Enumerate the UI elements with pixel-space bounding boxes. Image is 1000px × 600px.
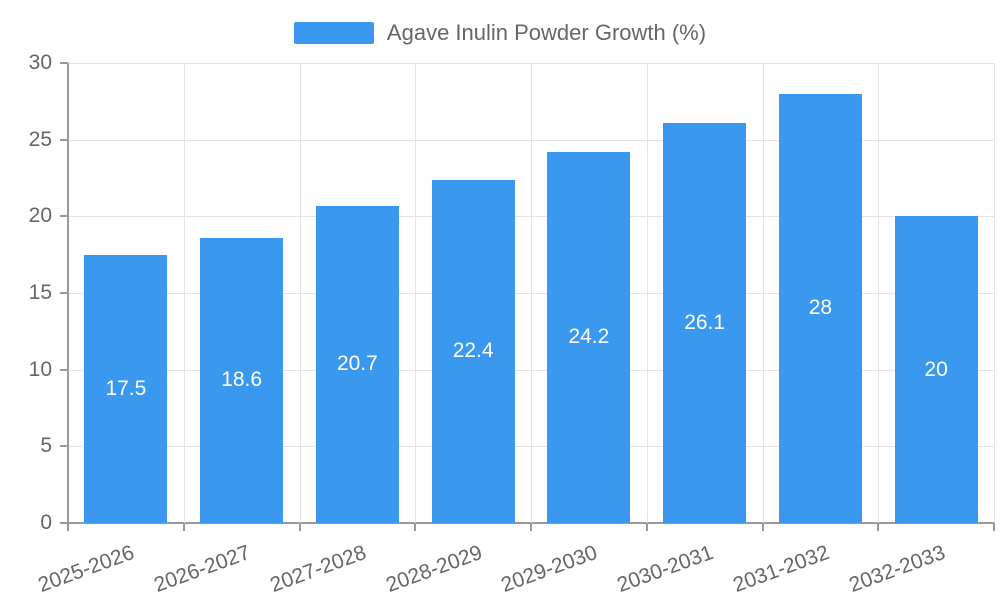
y-axis-label: 25 xyxy=(28,127,52,151)
x-gridline xyxy=(183,63,185,523)
bar[interactable] xyxy=(431,179,515,523)
x-tick xyxy=(298,523,301,531)
bar[interactable] xyxy=(894,216,978,523)
x-gridline xyxy=(531,63,532,523)
x-axis-label: 2027-2028 xyxy=(266,541,370,597)
bar[interactable] xyxy=(778,93,862,523)
x-tick xyxy=(877,523,880,531)
x-tick xyxy=(414,523,417,531)
x-axis-label: 2025-2026 xyxy=(35,541,138,597)
x-tick xyxy=(182,523,185,531)
x-gridline xyxy=(762,63,764,523)
x-axis-label: 2032-2033 xyxy=(845,541,948,597)
bar[interactable] xyxy=(663,122,747,523)
x-gridline xyxy=(994,63,995,523)
x-axis-label: 2028-2029 xyxy=(382,541,485,597)
bar[interactable] xyxy=(84,254,168,523)
bar[interactable] xyxy=(200,237,284,523)
x-gridline xyxy=(646,63,648,523)
y-axis-label: 15 xyxy=(28,281,52,304)
x-axis-label: 2026-2027 xyxy=(151,541,254,597)
y-axis-line xyxy=(67,63,69,525)
x-axis-label: 2029-2030 xyxy=(498,541,601,597)
y-axis-label: 10 xyxy=(28,357,52,381)
bar[interactable] xyxy=(315,205,399,523)
y-axis-label: 20 xyxy=(28,204,52,228)
x-gridline xyxy=(878,63,880,523)
x-gridline xyxy=(299,63,301,523)
x-axis-label: 2030-2031 xyxy=(614,541,717,597)
y-tick xyxy=(60,445,68,448)
y-axis-label: 30 xyxy=(28,51,52,74)
y-tick xyxy=(60,292,68,294)
y-tick xyxy=(60,62,68,64)
x-axis-label: 2031-2032 xyxy=(729,541,833,597)
legend-swatch xyxy=(293,22,374,44)
y-axis-label: 5 xyxy=(40,434,52,458)
legend-item[interactable]: Agave Inulin Powder Growth (%) xyxy=(0,21,1000,45)
y-tick xyxy=(60,522,68,524)
x-tick xyxy=(993,523,995,531)
x-tick xyxy=(645,523,648,531)
y-tick xyxy=(60,368,68,371)
x-tick xyxy=(761,523,764,531)
y-tick xyxy=(60,215,68,218)
x-tick xyxy=(530,523,532,531)
legend-label: Agave Inulin Powder Growth (%) xyxy=(386,20,707,45)
x-tick xyxy=(67,523,69,531)
y-axis-label: 0 xyxy=(40,511,52,534)
y-tick xyxy=(60,138,68,141)
x-gridline xyxy=(415,63,417,523)
bar[interactable] xyxy=(547,151,631,523)
